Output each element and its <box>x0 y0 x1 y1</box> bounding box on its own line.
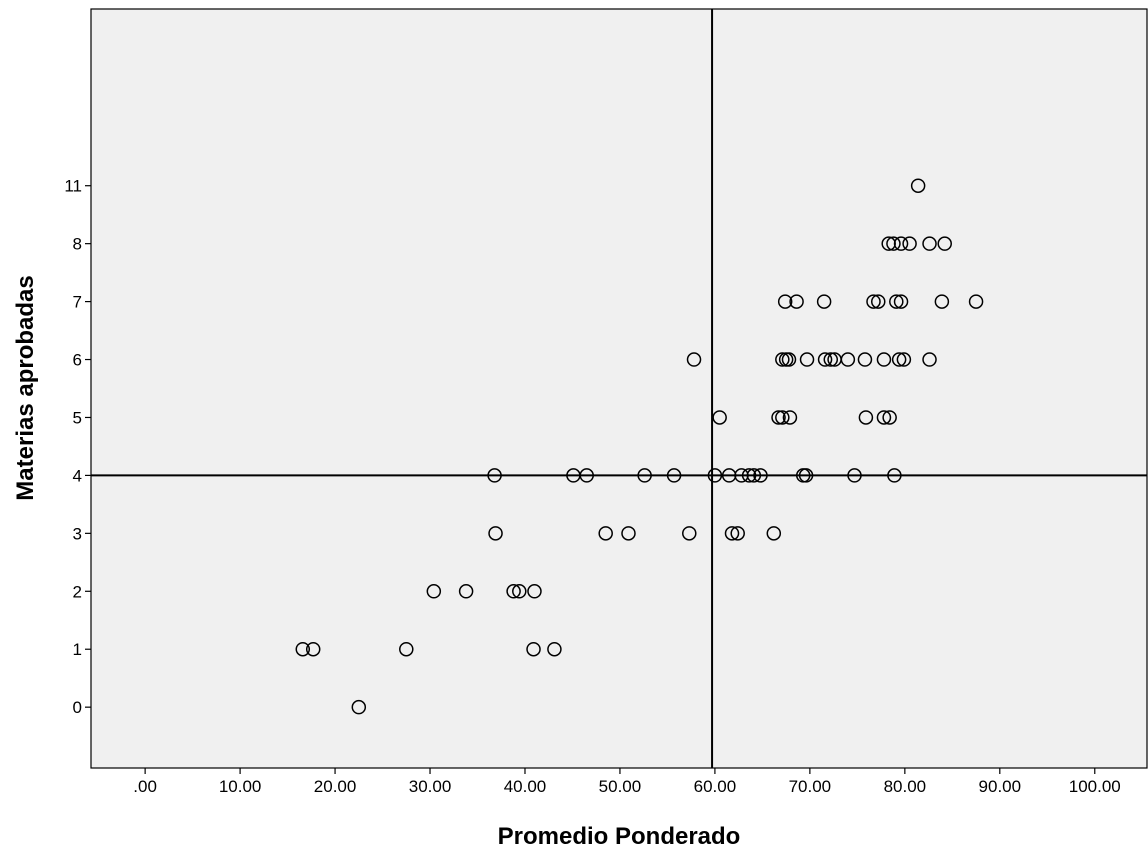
data-point <box>891 352 907 367</box>
data-point <box>724 526 740 541</box>
data-point <box>922 236 937 251</box>
x-tick-label: 70.00 <box>789 777 832 796</box>
x-tick-label: 50.00 <box>599 777 642 796</box>
x-tick-label: 40.00 <box>504 777 547 796</box>
data-point <box>910 178 926 193</box>
data-point <box>858 410 874 425</box>
y-tick-label: 11 <box>64 177 82 196</box>
data-point <box>771 410 786 425</box>
data-point <box>295 641 311 657</box>
data-point <box>712 410 727 425</box>
data-point <box>902 236 917 251</box>
y-tick-label: 0 <box>73 698 82 717</box>
data-point <box>817 352 833 367</box>
data-point <box>789 294 804 309</box>
data-point <box>730 526 745 541</box>
data-point <box>488 526 503 541</box>
data-point <box>621 526 636 541</box>
data-point <box>766 526 782 541</box>
x-tick-label: 90.00 <box>979 777 1022 796</box>
x-axis-title: Promedio Ponderado <box>498 823 741 850</box>
data-point <box>816 294 832 309</box>
data-point <box>887 468 902 483</box>
data-point <box>637 468 652 483</box>
data-point <box>512 584 527 599</box>
data-points <box>295 178 984 715</box>
data-point <box>782 410 798 425</box>
data-point <box>506 584 521 599</box>
data-point <box>934 294 950 309</box>
data-point <box>707 468 723 483</box>
x-axis: .00 10.00 20.00 30.00 40.00 50.00 60.00 70.00 80… <box>133 768 1121 796</box>
data-point <box>746 468 762 483</box>
data-point <box>527 584 542 599</box>
data-point <box>351 699 367 715</box>
x-tick-label: 60.00 <box>694 777 737 796</box>
data-point <box>458 584 474 599</box>
data-point <box>922 352 937 367</box>
data-point <box>896 352 912 367</box>
x-tick-label: 80.00 <box>884 777 927 796</box>
y-axis: 0 1 2 3 4 5 6 7 8 11 <box>64 177 91 717</box>
data-point <box>775 352 790 367</box>
x-tick-label: 20.00 <box>314 777 357 796</box>
data-point <box>866 294 881 309</box>
x-tick-label: 10.00 <box>219 777 262 796</box>
data-point <box>840 352 856 367</box>
data-point <box>882 410 897 425</box>
data-point <box>893 236 909 251</box>
data-point <box>741 468 757 483</box>
y-tick-label: 8 <box>73 235 82 254</box>
x-tick-label: 30.00 <box>409 777 452 796</box>
data-point <box>968 294 984 309</box>
data-point <box>876 410 892 425</box>
x-tick-label: 100.00 <box>1069 777 1121 796</box>
data-point <box>798 468 814 483</box>
data-point <box>781 352 797 367</box>
data-point <box>666 468 682 483</box>
data-point <box>426 584 442 599</box>
data-point <box>598 526 613 541</box>
y-tick-label: 6 <box>73 351 82 370</box>
data-point <box>487 468 502 483</box>
y-axis-title: Materias aprobadas <box>12 275 39 500</box>
data-point <box>547 641 562 657</box>
data-point <box>753 468 768 483</box>
data-point <box>871 294 886 309</box>
data-point <box>937 236 952 251</box>
reference-lines <box>91 9 1147 768</box>
data-point <box>526 641 541 657</box>
data-point <box>682 526 697 541</box>
data-point <box>889 294 904 309</box>
plot-area <box>90 8 1148 769</box>
data-point <box>857 352 873 367</box>
y-tick-label: 5 <box>73 408 82 427</box>
y-tick-label: 1 <box>73 640 82 659</box>
data-point <box>777 294 793 309</box>
x-tick-label: .00 <box>133 777 157 796</box>
data-point <box>799 352 815 367</box>
data-point <box>876 352 892 367</box>
data-point <box>893 294 909 309</box>
y-tick-label: 3 <box>73 524 82 543</box>
data-point <box>305 641 321 657</box>
data-point <box>579 468 594 483</box>
y-tick-label: 7 <box>73 293 82 312</box>
y-tick-label: 2 <box>73 582 82 601</box>
data-point <box>823 352 839 367</box>
y-tick-label: 4 <box>73 466 82 485</box>
data-point <box>686 352 702 367</box>
data-point <box>886 236 901 251</box>
data-point <box>399 641 414 657</box>
data-point <box>775 410 790 425</box>
data-point <box>847 468 862 483</box>
